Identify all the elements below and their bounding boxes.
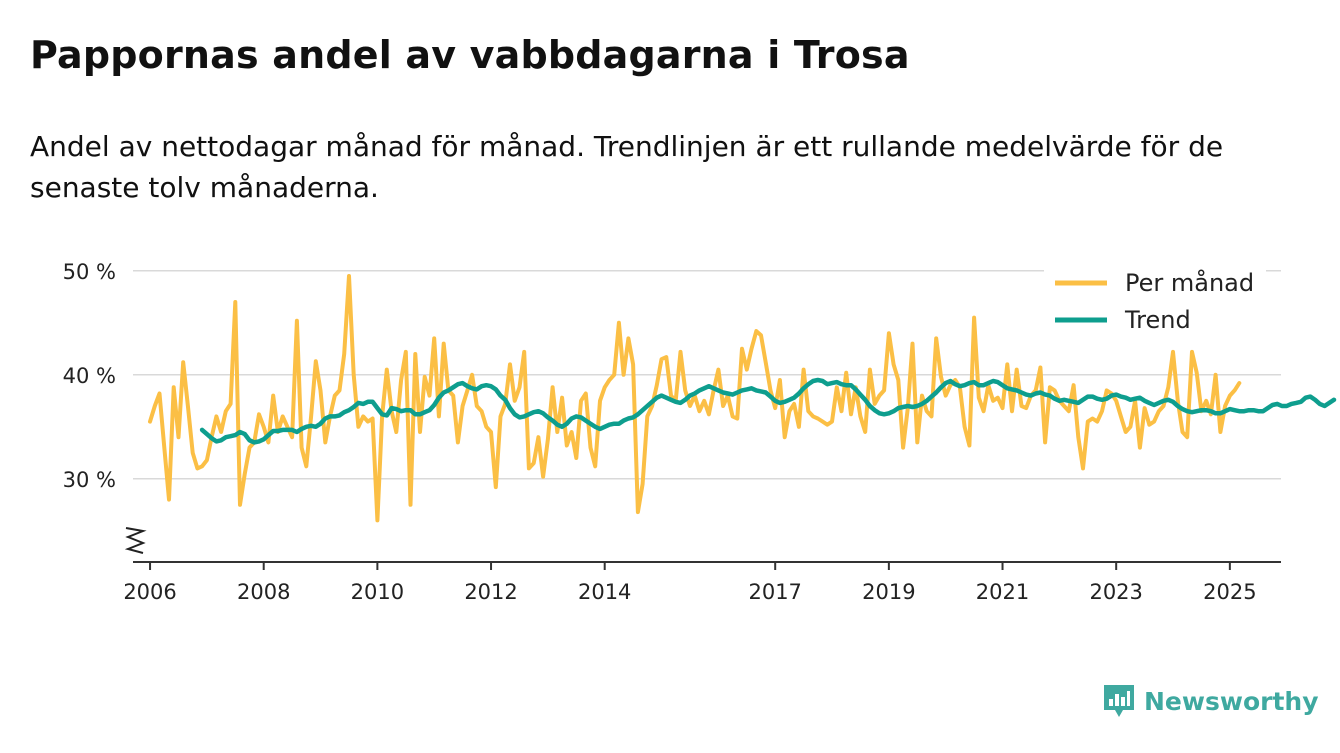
x-tick-label: 2025 <box>1203 580 1256 604</box>
legend: Per månad Trend <box>1044 262 1266 344</box>
chart-subtitle: Andel av nettodagar månad för månad. Tre… <box>30 130 1224 204</box>
x-tick-label: 2021 <box>976 580 1029 604</box>
x-tick-label: 2017 <box>748 580 801 604</box>
y-tick-label: 40 % <box>63 364 116 388</box>
x-tick-label: 2023 <box>1089 580 1142 604</box>
y-tick-label: 30 % <box>63 468 116 492</box>
data-lines <box>148 274 1337 523</box>
newsworthy-logo-text: Newsworthy <box>1144 686 1319 716</box>
legend-background <box>1044 262 1266 344</box>
legend-label: Per månad <box>1125 268 1254 297</box>
x-tick-label: 2008 <box>237 580 290 604</box>
trend-series-line <box>199 377 1337 445</box>
newsworthy-logo[interactable]: Newsworthy <box>1102 683 1319 719</box>
axis-break-icon <box>124 527 147 554</box>
axes: 30 % 40 % 50 % 2006 2008 2010 2012 2014 2017 2019… <box>63 260 1281 604</box>
x-tick-label: 2010 <box>351 580 404 604</box>
x-tick-label: 2012 <box>464 580 517 604</box>
x-tick-label: 2019 <box>862 580 915 604</box>
y-tick-label: 50 % <box>63 260 116 284</box>
chart-title: Pappornas andel av vabbdagarna i Trosa <box>30 33 910 77</box>
x-tick-label: 2006 <box>123 580 176 604</box>
x-tick-label: 2014 <box>578 580 631 604</box>
legend-label: Trend <box>1124 306 1191 334</box>
newsworthy-logo-icon <box>1104 685 1134 717</box>
